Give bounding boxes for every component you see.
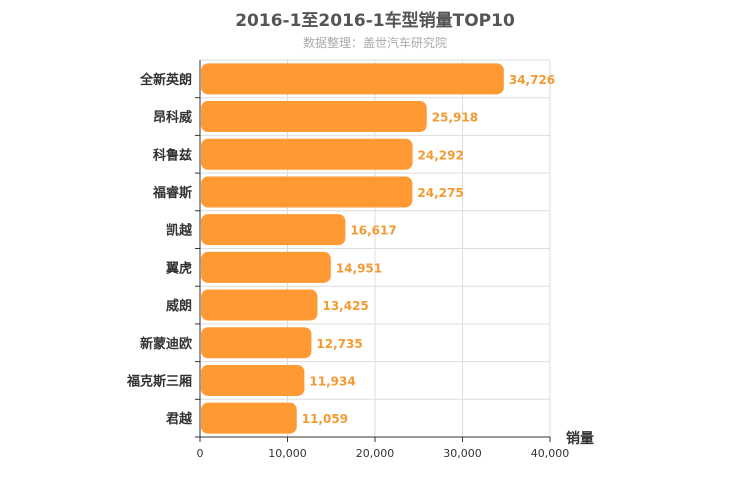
chart-title: 2016-1至2016-1车型销量TOP10 xyxy=(235,11,515,31)
data-label: 16,617 xyxy=(350,224,396,238)
x-tick-label: 30,000 xyxy=(443,447,482,460)
category-label: 科鲁兹 xyxy=(153,147,192,163)
x-tick-label: 40,000 xyxy=(531,447,570,460)
x-tick-label: 10,000 xyxy=(268,447,307,460)
data-label: 34,726 xyxy=(509,73,555,87)
data-label: 25,918 xyxy=(432,111,478,125)
bar xyxy=(201,214,346,246)
data-label: 12,735 xyxy=(316,337,362,351)
x-tick-label: 20,000 xyxy=(356,447,395,460)
chart-subtitle: 数据整理：盖世汽车研究院 xyxy=(302,36,447,50)
category-label: 翼虎 xyxy=(165,260,192,276)
category-label: 凯越 xyxy=(166,223,193,239)
x-axis-title: 销量 xyxy=(566,430,594,447)
data-label: 11,934 xyxy=(309,374,355,388)
category-label: 福克斯三厢 xyxy=(126,373,192,389)
bar xyxy=(201,176,413,208)
data-label: 24,292 xyxy=(418,148,464,162)
data-label: 24,275 xyxy=(417,186,463,200)
category-label: 威朗 xyxy=(166,298,192,314)
data-label: 13,425 xyxy=(322,299,368,313)
bar xyxy=(201,364,305,396)
category-label: 君越 xyxy=(166,411,193,427)
data-label: 11,059 xyxy=(302,412,348,426)
bar xyxy=(201,289,318,321)
category-label: 昂科威 xyxy=(153,110,192,126)
bar xyxy=(201,101,427,133)
bar xyxy=(201,327,312,359)
bar xyxy=(201,138,413,170)
bar xyxy=(201,63,504,95)
category-label: 福睿斯 xyxy=(152,185,192,201)
bar xyxy=(201,251,331,283)
data-label: 14,951 xyxy=(336,261,382,275)
category-label: 新蒙迪欧 xyxy=(140,336,192,352)
x-tick-label: 0 xyxy=(197,447,204,460)
category-label: 全新英朗 xyxy=(139,72,192,88)
bar xyxy=(201,402,297,434)
